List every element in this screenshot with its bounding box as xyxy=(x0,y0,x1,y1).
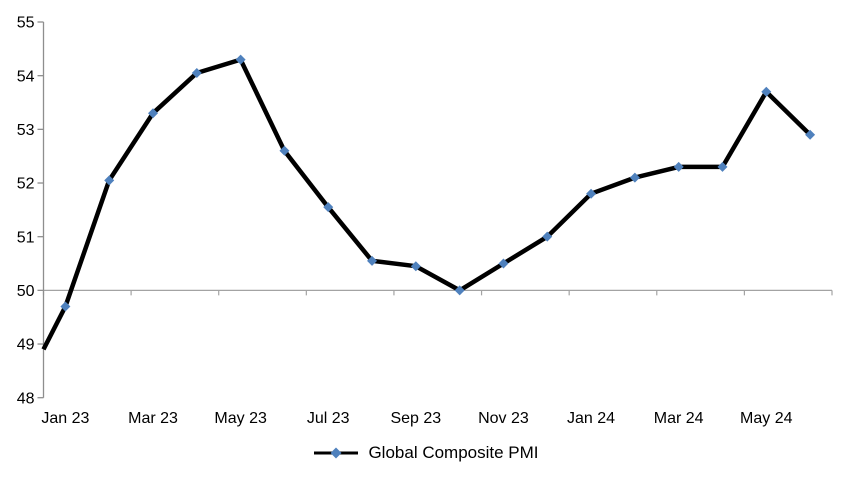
x-axis-tick-label: Sep 23 xyxy=(390,410,441,427)
y-axis-tick-label: 52 xyxy=(17,176,35,193)
data-point-marker xyxy=(717,161,728,172)
x-axis-tick-label: Nov 23 xyxy=(478,410,529,427)
data-point-marker xyxy=(761,86,772,97)
data-point-marker xyxy=(60,301,71,312)
data-point-marker xyxy=(191,67,202,78)
data-point-marker xyxy=(673,161,684,172)
data-point-marker xyxy=(542,231,553,242)
data-point-marker xyxy=(367,255,378,266)
data-point-marker xyxy=(104,175,115,186)
y-axis-tick-label: 49 xyxy=(17,337,35,354)
y-axis-tick-label: 53 xyxy=(17,122,35,139)
data-point-marker xyxy=(235,54,246,65)
x-axis-tick-label: Jul 23 xyxy=(307,410,350,427)
pmi-series-line xyxy=(41,57,812,351)
x-axis-tick-label: Mar 23 xyxy=(128,410,178,427)
y-axis-tick-label: 51 xyxy=(17,229,35,246)
data-point-marker xyxy=(148,108,159,119)
x-axis-tick-label: May 24 xyxy=(740,410,793,427)
data-point-marker xyxy=(586,188,597,199)
data-point-marker xyxy=(629,172,640,183)
legend-series-label: Global Composite PMI xyxy=(368,443,539,462)
legend-line-diamond-icon xyxy=(314,447,359,459)
data-point-marker xyxy=(410,261,421,272)
y-axis-tick-label: 54 xyxy=(17,68,35,85)
legend-diamond-marker xyxy=(330,447,342,459)
y-axis-tick-label: 50 xyxy=(17,283,35,300)
x-axis-tick-label: Jan 24 xyxy=(567,410,615,427)
y-axis-tick-label: 48 xyxy=(17,390,35,407)
x-axis-tick-label: May 23 xyxy=(214,410,267,427)
chart-legend: Global Composite PMI xyxy=(0,442,852,464)
data-point-marker xyxy=(323,202,334,213)
data-point-marker xyxy=(279,145,290,156)
x-axis-tick-label: Jan 23 xyxy=(41,410,89,427)
data-point-marker xyxy=(498,258,509,269)
x-axis-tick-label: Mar 24 xyxy=(654,410,704,427)
data-point-marker xyxy=(454,285,465,296)
data-point-marker xyxy=(805,129,816,140)
y-axis-tick-label: 55 xyxy=(17,15,35,32)
